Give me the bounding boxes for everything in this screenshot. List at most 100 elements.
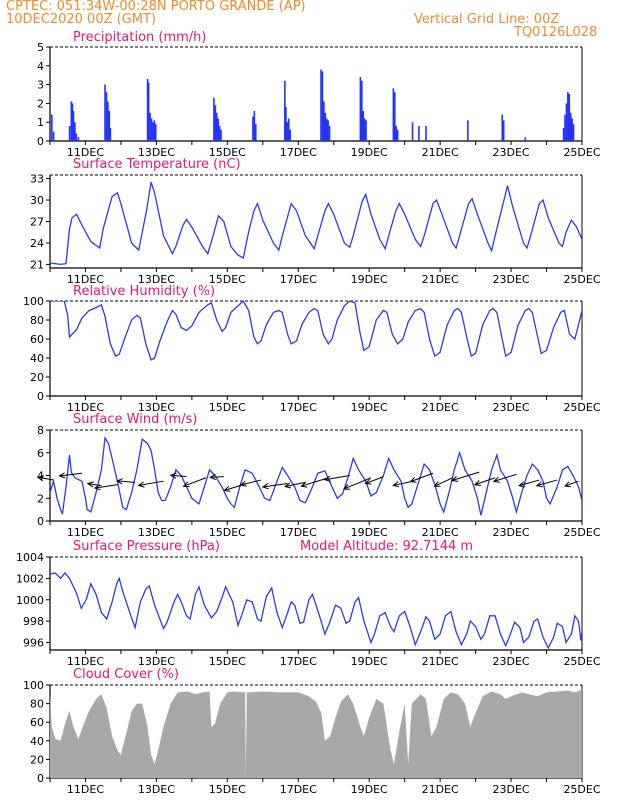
wind-vector-head [535,481,543,488]
precipitation-bar [254,124,257,141]
pressure-x-tick-label: 21DEC [422,655,459,668]
wind-vector-head [473,480,481,486]
precipitation-x-tick-label: 13DEC [138,146,175,159]
header-run-date: 10DEC2020 00Z (GMT) [6,12,157,27]
precipitation-bar [362,110,365,141]
precipitation-bar [396,129,399,141]
cloud-x-tick-label: 21DEC [422,783,459,796]
precipitation-bar [289,129,291,141]
wind-vector [519,479,540,487]
pressure-x-tick-label: 15DEC [209,655,246,668]
wind-vector-head [223,486,231,492]
humidity-x-tick-label: 23DEC [493,401,530,414]
humidity-title: Relative Humidity (%) [73,284,215,299]
wind-x-tick-label: 13DEC [138,526,175,539]
precipitation-bar [218,125,221,141]
pressure-x-tick-label: 13DEC [138,655,175,668]
wind-vector [536,479,558,487]
humidity-x-tick-label: 17DEC [280,401,317,414]
humidity-x-tick-label: 11DEC [67,401,104,414]
temperature-y-tick-label: 21 [30,258,44,271]
precipitation-bar [567,92,569,141]
precipitation-x-tick-label: 17DEC [280,146,317,159]
humidity-x-tick-label: 21DEC [422,401,459,414]
precipitation-x-tick-label: 11DEC [67,146,104,159]
precipitation-bar [363,118,366,141]
wind-vector [285,481,306,488]
pressure-x-tick-label: 17DEC [280,655,317,668]
wind-vector-head [36,475,44,482]
header-code: TQ0126L028 [514,25,598,40]
wind-vector [94,484,118,489]
cloud-y-tick-label: 40 [30,735,44,748]
pressure-y-tick-label: 996 [23,637,44,650]
wind-vector-head [115,478,123,485]
precipitation-bar [365,120,367,141]
humidity-y-tick-label: 80 [30,314,44,327]
wind-vector-head [300,481,308,488]
wind-vector [59,472,82,477]
precipitation-bar [571,118,573,141]
wind-x-tick-label: 17DEC [280,526,317,539]
precipitation-y-tick-label: 3 [37,79,44,92]
precipitation-bar [467,120,469,141]
precipitation-bar [105,92,108,141]
wind-x-tick-label: 11DEC [67,526,104,539]
wind-vector [493,473,517,482]
temperature-series-line [50,181,582,266]
precipitation-y-tick-label: 2 [37,97,44,110]
pressure-y-tick-label: 998 [23,615,44,628]
precipitation-bar [214,105,217,141]
wind-vector-head [409,476,417,483]
precipitation-bar [104,84,106,141]
precipitation-bar [215,112,218,141]
wind-vector-head [182,481,190,488]
wind-vector-head [137,481,145,488]
wind-x-tick-label: 15DEC [209,526,246,539]
precipitation-bar [147,82,150,141]
pressure-y-tick-label: 1004 [16,551,44,564]
humidity-x-tick-label: 25DEC [563,401,600,414]
pressure-subtitle: Model Altitude: 92.7144 m [300,539,473,554]
precipitation-bar [253,110,256,141]
wind-vector-head [93,484,101,491]
precipitation-y-tick-label: 5 [37,41,44,54]
temperature-x-tick-label: 23DEC [493,273,530,286]
precipitation-bar [68,125,71,141]
precipitation-y-tick-label: 4 [37,60,44,73]
wind-vector-head [451,476,459,482]
wind-y-tick-label: 0 [37,515,44,528]
cloud-x-tick-label: 15DEC [209,783,246,796]
precipitation-bar [562,127,565,141]
cloud-cover-area [50,689,582,778]
humidity-series-line [50,301,582,361]
temperature-y-tick-label: 33 [30,173,44,186]
humidity-y-tick-label: 40 [30,352,44,365]
wind-vector [343,477,372,490]
humidity-y-tick-label: 100 [23,295,44,308]
pressure-y-tick-label: 1002 [16,572,44,585]
precipitation-x-tick-label: 19DEC [351,146,388,159]
wind-vector [138,480,164,486]
precipitation-bar [153,120,156,141]
pressure-x-tick-label: 19DEC [351,655,388,668]
temperature-x-tick-label: 17DEC [280,273,317,286]
wind-vector [117,480,136,483]
precipitation-bar [565,103,568,141]
precipitation-bar [146,78,149,141]
precipitation-bar [572,124,575,141]
precipitation-bar [72,110,75,141]
cloud-x-tick-label: 13DEC [138,783,175,796]
wind-vector-head [58,472,66,479]
wind-vector-head [261,483,269,490]
wind-vector-head [209,474,216,481]
precipitation-bar [108,110,111,141]
precipitation-bar [327,120,329,141]
pressure-y-tick-label: 1000 [16,594,44,607]
pressure-x-tick-label: 23DEC [493,655,530,668]
cloud-title: Cloud Cover (%) [73,667,179,682]
precipitation-bar [284,80,286,141]
wind-vector-head [364,478,372,485]
pressure-series-line [50,571,582,650]
humidity-x-tick-label: 13DEC [138,401,175,414]
